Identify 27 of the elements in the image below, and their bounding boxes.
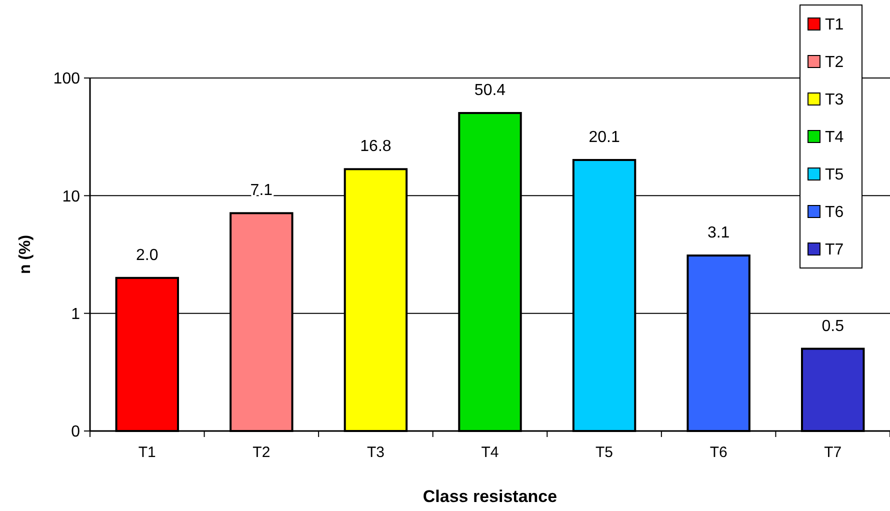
data-label: 3.1 [707,224,730,242]
legend-label: T2 [825,54,844,72]
legend-label: T4 [825,129,844,146]
data-label: 2.0 [136,246,158,264]
data-label: 20.1 [588,128,620,146]
y-tick-label: 0 [71,424,80,441]
x-tick-label: T1 [138,444,156,461]
data-label: 50.4 [474,82,506,100]
x-axis-title: Class resistance [422,487,558,506]
data-label: 7.1 [250,182,273,200]
y-tick-label: 10 [62,188,80,206]
x-tick-label: T5 [596,444,614,461]
legend-label: T1 [825,16,844,34]
legend-label: T5 [825,166,844,184]
x-tick-label: T6 [710,444,728,461]
y-axis-title: n (%) [17,234,34,274]
x-tick-label: T3 [366,444,384,461]
data-label: 16.8 [360,138,392,156]
legend-label: T6 [825,204,844,222]
y-tick-label: 1 [71,306,80,323]
x-tick-label: T4 [481,444,499,461]
legend-label: T7 [825,242,844,259]
y-tick-label: 100 [53,70,80,88]
x-tick-label: T7 [824,444,842,461]
x-tick-label: T2 [252,444,270,461]
legend-label: T3 [825,92,844,109]
data-label: 0.5 [822,318,844,335]
